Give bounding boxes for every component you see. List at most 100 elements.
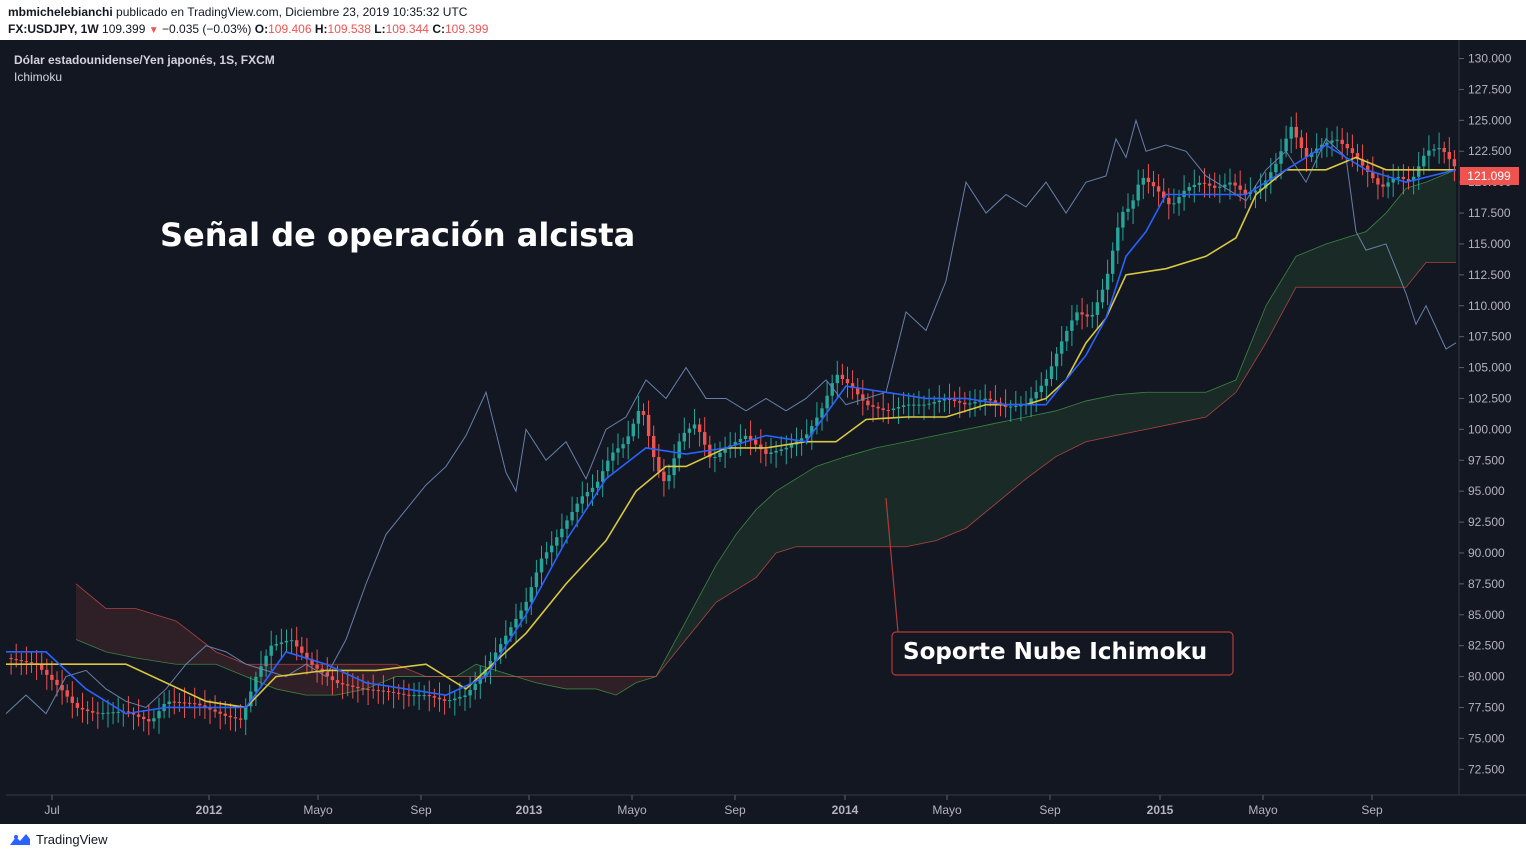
candle-body bbox=[677, 441, 681, 459]
candle-body bbox=[657, 456, 661, 472]
ytick-label: 107.500 bbox=[1468, 330, 1512, 344]
candle-body bbox=[427, 695, 431, 697]
candle-body bbox=[616, 448, 620, 453]
candle-body bbox=[1376, 178, 1380, 185]
tradingview-logo-icon bbox=[10, 834, 30, 845]
candle-body bbox=[1162, 191, 1166, 198]
indicator-name[interactable]: Ichimoku bbox=[14, 70, 62, 84]
candle-body bbox=[896, 406, 901, 409]
candle-body bbox=[448, 700, 452, 702]
candle-body bbox=[952, 399, 957, 402]
ytick-label: 110.000 bbox=[1468, 299, 1511, 313]
candle-body bbox=[1243, 189, 1247, 194]
indicator-lines bbox=[5, 118, 1457, 715]
candle-body bbox=[993, 400, 998, 403]
candle-body bbox=[922, 404, 926, 406]
last-price-badge-label: 121.099 bbox=[1467, 169, 1511, 183]
candle-body bbox=[555, 537, 559, 546]
candle-body bbox=[983, 398, 987, 401]
candle-body bbox=[65, 690, 69, 697]
candle-body bbox=[958, 401, 962, 403]
candle-body bbox=[1345, 143, 1349, 149]
cloud-segment bbox=[846, 447, 876, 547]
candle-body bbox=[646, 414, 651, 436]
low-label: L: bbox=[374, 22, 386, 36]
callout-pointer bbox=[885, 497, 899, 633]
ytick-label: 90.000 bbox=[1468, 546, 1505, 560]
candle-body bbox=[1325, 142, 1329, 145]
candle-body bbox=[810, 425, 814, 435]
candle-body bbox=[187, 702, 192, 704]
candle-body bbox=[544, 552, 549, 559]
price-axis[interactable]: 130.000127.500125.000122.500120.000117.5… bbox=[1459, 52, 1512, 777]
open-value: 109.406 bbox=[268, 22, 312, 36]
candle-body bbox=[1396, 176, 1400, 179]
candle-body bbox=[1090, 314, 1094, 317]
candle-body bbox=[687, 428, 692, 433]
candle-body bbox=[1411, 176, 1416, 182]
chart-title: Dólar estadounidense/Yen japonés, 1S, FX… bbox=[14, 53, 275, 67]
candle-body bbox=[590, 487, 595, 493]
candle-body bbox=[24, 661, 29, 663]
candle-body bbox=[840, 374, 845, 380]
xtick-label: Mayo bbox=[617, 803, 647, 817]
candle-body bbox=[493, 652, 498, 661]
footer-branding[interactable]: TradingView bbox=[8, 831, 108, 847]
candle-body bbox=[147, 719, 151, 722]
candle-body bbox=[1304, 147, 1309, 158]
candle-body bbox=[1417, 166, 1421, 177]
candle-body bbox=[662, 471, 666, 482]
candle-body bbox=[177, 701, 182, 703]
candle-body bbox=[1371, 171, 1375, 179]
published-text: publicado en TradingView.com, Diciembre … bbox=[116, 5, 468, 19]
candle-body bbox=[856, 388, 860, 395]
candle-body bbox=[193, 703, 197, 705]
author-name[interactable]: mbmichelebianchi bbox=[8, 5, 113, 19]
candle-body bbox=[96, 712, 100, 714]
close-value: 109.399 bbox=[444, 22, 489, 36]
candle-body bbox=[366, 689, 370, 691]
candle-body bbox=[1003, 404, 1008, 407]
candle-body bbox=[692, 424, 697, 429]
chart-canvas[interactable]: 130.000127.500125.000122.500120.000117.5… bbox=[0, 40, 1526, 824]
candle-body bbox=[172, 701, 176, 703]
cloud-segment bbox=[1366, 213, 1386, 288]
candle-body bbox=[1207, 183, 1212, 186]
ytick-label: 87.500 bbox=[1468, 577, 1505, 591]
candle-body bbox=[743, 435, 748, 440]
candle-body bbox=[626, 436, 630, 445]
cloud-segment bbox=[1346, 231, 1366, 288]
candle-body bbox=[891, 408, 896, 411]
candle-body bbox=[733, 442, 737, 446]
candle-body bbox=[244, 706, 248, 720]
chart-background bbox=[0, 40, 1526, 824]
candle-body bbox=[550, 545, 554, 553]
candle-body bbox=[942, 398, 947, 401]
candle-body bbox=[1019, 405, 1023, 407]
candle-body bbox=[1218, 186, 1222, 188]
candle-body bbox=[1309, 152, 1314, 158]
cloud-segment bbox=[1426, 169, 1456, 263]
candle-body bbox=[585, 492, 590, 497]
candle-body bbox=[927, 403, 931, 405]
candle-body bbox=[1330, 140, 1334, 143]
candle-body bbox=[636, 411, 641, 424]
candle-body bbox=[1177, 196, 1181, 204]
candle-body bbox=[907, 404, 911, 406]
xtick-label: Sep bbox=[1039, 803, 1061, 817]
candle-body bbox=[830, 383, 834, 396]
candle-body bbox=[570, 512, 574, 521]
candle-body bbox=[351, 685, 355, 687]
candle-body bbox=[152, 718, 156, 722]
senkou-b-line bbox=[75, 262, 1456, 677]
candle-body bbox=[111, 712, 115, 714]
candle-body bbox=[968, 403, 972, 405]
candle-body bbox=[764, 449, 768, 454]
candle-body bbox=[1299, 137, 1304, 148]
time-axis[interactable]: Jul 2012 Mayo Sep 2013 Mayo Sep 2014 Mayo Sep 2015… bbox=[44, 795, 1383, 817]
cloud-segment bbox=[776, 478, 796, 553]
candle-body bbox=[1228, 182, 1232, 185]
candle-body bbox=[1136, 184, 1140, 201]
kijun-line bbox=[6, 156, 1456, 709]
candle-body bbox=[340, 683, 345, 685]
